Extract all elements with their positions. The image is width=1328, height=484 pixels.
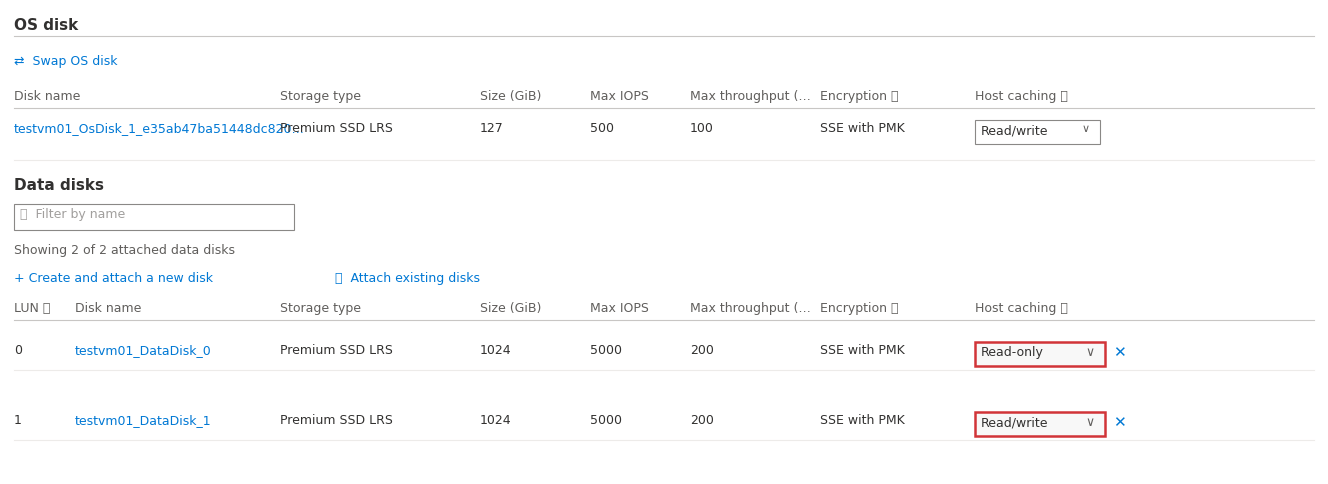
Text: 127: 127	[479, 122, 503, 135]
Text: testvm01_OsDisk_1_e35ab47ba51448dc820…: testvm01_OsDisk_1_e35ab47ba51448dc820…	[15, 122, 305, 135]
FancyBboxPatch shape	[15, 204, 293, 230]
Text: SSE with PMK: SSE with PMK	[819, 122, 904, 135]
Text: Disk name: Disk name	[74, 302, 141, 315]
Text: Max IOPS: Max IOPS	[590, 302, 649, 315]
Text: 5000: 5000	[590, 344, 622, 357]
Text: Size (GiB): Size (GiB)	[479, 90, 542, 103]
Text: SSE with PMK: SSE with PMK	[819, 344, 904, 357]
Text: Read/write: Read/write	[981, 124, 1049, 137]
Text: ✕: ✕	[1113, 415, 1126, 430]
FancyBboxPatch shape	[975, 120, 1100, 144]
Text: Disk name: Disk name	[15, 90, 81, 103]
Text: 200: 200	[691, 414, 714, 427]
Text: Showing 2 of 2 attached data disks: Showing 2 of 2 attached data disks	[15, 244, 235, 257]
Text: Host caching ⓘ: Host caching ⓘ	[975, 90, 1068, 103]
Text: Data disks: Data disks	[15, 178, 104, 193]
Text: testvm01_DataDisk_0: testvm01_DataDisk_0	[74, 344, 211, 357]
Text: Premium SSD LRS: Premium SSD LRS	[280, 414, 393, 427]
FancyBboxPatch shape	[975, 412, 1105, 436]
Text: testvm01_DataDisk_1: testvm01_DataDisk_1	[74, 414, 211, 427]
Text: Premium SSD LRS: Premium SSD LRS	[280, 344, 393, 357]
Text: Size (GiB): Size (GiB)	[479, 302, 542, 315]
Text: Encryption ⓘ: Encryption ⓘ	[819, 90, 899, 103]
Text: ∨: ∨	[1085, 346, 1094, 359]
Text: 1024: 1024	[479, 414, 511, 427]
Text: Max throughput (…: Max throughput (…	[691, 302, 811, 315]
Text: Storage type: Storage type	[280, 90, 361, 103]
Text: ⇄  Swap OS disk: ⇄ Swap OS disk	[15, 55, 117, 68]
Text: 5000: 5000	[590, 414, 622, 427]
Text: 200: 200	[691, 344, 714, 357]
Text: 100: 100	[691, 122, 714, 135]
Text: + Create and attach a new disk: + Create and attach a new disk	[15, 272, 212, 285]
Text: 🔗  Attach existing disks: 🔗 Attach existing disks	[335, 272, 479, 285]
Text: Max IOPS: Max IOPS	[590, 90, 649, 103]
Text: Max throughput (…: Max throughput (…	[691, 90, 811, 103]
Text: ✕: ✕	[1113, 345, 1126, 360]
Text: LUN ⓘ: LUN ⓘ	[15, 302, 50, 315]
Text: Encryption ⓘ: Encryption ⓘ	[819, 302, 899, 315]
Text: 0: 0	[15, 344, 23, 357]
Text: SSE with PMK: SSE with PMK	[819, 414, 904, 427]
Text: ∨: ∨	[1085, 416, 1094, 429]
Text: 500: 500	[590, 122, 614, 135]
FancyBboxPatch shape	[975, 342, 1105, 366]
Text: OS disk: OS disk	[15, 18, 78, 33]
Text: Read-only: Read-only	[981, 346, 1044, 359]
Text: ∨: ∨	[1082, 124, 1090, 134]
Text: Host caching ⓘ: Host caching ⓘ	[975, 302, 1068, 315]
Text: Read/write: Read/write	[981, 416, 1049, 429]
Text: Premium SSD LRS: Premium SSD LRS	[280, 122, 393, 135]
Text: Storage type: Storage type	[280, 302, 361, 315]
Text: 🔍  Filter by name: 🔍 Filter by name	[20, 208, 125, 221]
Text: 1: 1	[15, 414, 21, 427]
Text: 1024: 1024	[479, 344, 511, 357]
